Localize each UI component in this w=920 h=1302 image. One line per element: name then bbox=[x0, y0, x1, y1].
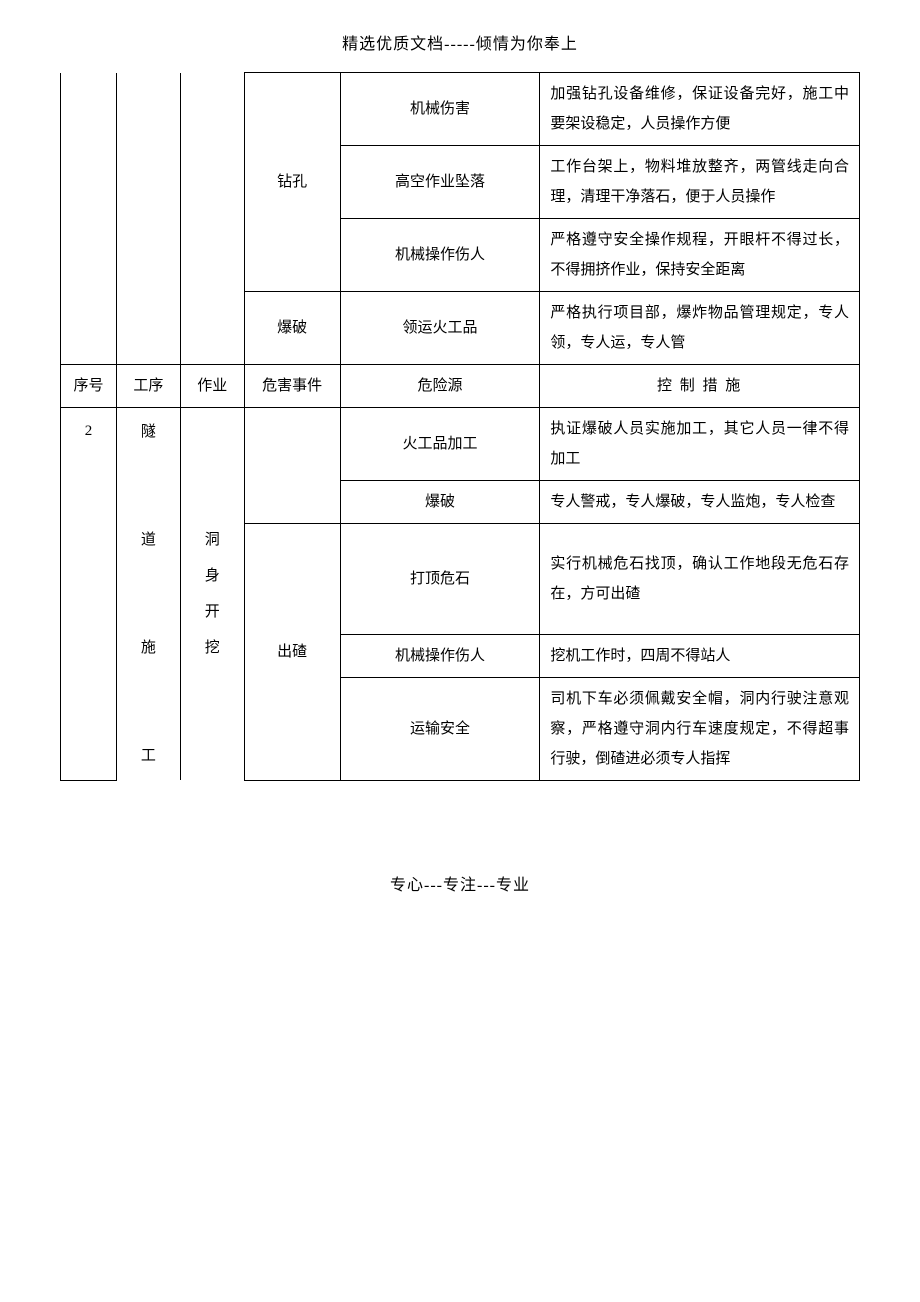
cell-seq-cont bbox=[61, 73, 117, 365]
risk-source-cell: 高空作业坠落 bbox=[340, 146, 540, 219]
col-header-seq: 序号 bbox=[61, 365, 117, 408]
hazard-event-cell: 出碴 bbox=[244, 524, 340, 781]
page: 精选优质文档-----倾情为你奉上 钻孔 机械伤害 加强钻孔设备维修，保证设备完… bbox=[0, 0, 920, 955]
control-cell: 严格执行项目部，爆炸物品管理规定，专人领，专人运，专人管 bbox=[540, 292, 860, 365]
control-cell: 挖机工作时，四周不得站人 bbox=[540, 634, 860, 677]
control-cell: 执证爆破人员实施加工，其它人员一律不得加工 bbox=[540, 408, 860, 481]
table-header-row: 序号 工序 作业 危害事件 危险源 控 制 措 施 bbox=[61, 365, 860, 408]
table-row: 钻孔 机械伤害 加强钻孔设备维修，保证设备完好，施工中要架设稳定，人员操作方便 bbox=[61, 73, 860, 146]
cell-process-cont bbox=[116, 73, 180, 365]
cell-operation: 洞身开挖 bbox=[180, 408, 244, 781]
page-footer: 专心---专注---专业 bbox=[60, 871, 860, 895]
risk-source-cell: 机械操作伤人 bbox=[340, 634, 540, 677]
risk-source-cell: 火工品加工 bbox=[340, 408, 540, 481]
control-cell: 专人警戒，专人爆破，专人监炮，专人检查 bbox=[540, 481, 860, 524]
col-header-hazard-event: 危害事件 bbox=[244, 365, 340, 408]
risk-source-cell: 机械操作伤人 bbox=[340, 219, 540, 292]
col-header-operation: 作业 bbox=[180, 365, 244, 408]
hazard-event-cell: 钻孔 bbox=[244, 73, 340, 292]
control-cell: 严格遵守安全操作规程，开眼杆不得过长，不得拥挤作业，保持安全距离 bbox=[540, 219, 860, 292]
col-header-process: 工序 bbox=[116, 365, 180, 408]
hazard-event-cell bbox=[244, 408, 340, 524]
cell-seq: 2 bbox=[61, 408, 117, 781]
table-row: 2 隧道施工 洞身开挖 火工品加工 执证爆破人员实施加工，其它人员一律不得加工 bbox=[61, 408, 860, 481]
control-cell: 司机下车必须佩戴安全帽，洞内行驶注意观察，严格遵守洞内行车速度规定，不得超事行驶… bbox=[540, 677, 860, 780]
cell-process: 隧道施工 bbox=[116, 408, 180, 781]
risk-source-cell: 爆破 bbox=[340, 481, 540, 524]
control-cell: 工作台架上，物料堆放整齐，两管线走向合理，清理干净落石，便于人员操作 bbox=[540, 146, 860, 219]
control-cell: 实行机械危石找顶，确认工作地段无危石存在，方可出碴 bbox=[540, 524, 860, 635]
col-header-control: 控 制 措 施 bbox=[540, 365, 860, 408]
col-header-risk-source: 危险源 bbox=[340, 365, 540, 408]
hazard-table: 钻孔 机械伤害 加强钻孔设备维修，保证设备完好，施工中要架设稳定，人员操作方便 … bbox=[60, 72, 860, 781]
risk-source-cell: 领运火工品 bbox=[340, 292, 540, 365]
risk-source-cell: 运输安全 bbox=[340, 677, 540, 780]
hazard-event-cell: 爆破 bbox=[244, 292, 340, 365]
page-header: 精选优质文档-----倾情为你奉上 bbox=[60, 30, 860, 54]
control-cell: 加强钻孔设备维修，保证设备完好，施工中要架设稳定，人员操作方便 bbox=[540, 73, 860, 146]
risk-source-cell: 机械伤害 bbox=[340, 73, 540, 146]
risk-source-cell: 打顶危石 bbox=[340, 524, 540, 635]
cell-operation-cont bbox=[180, 73, 244, 365]
